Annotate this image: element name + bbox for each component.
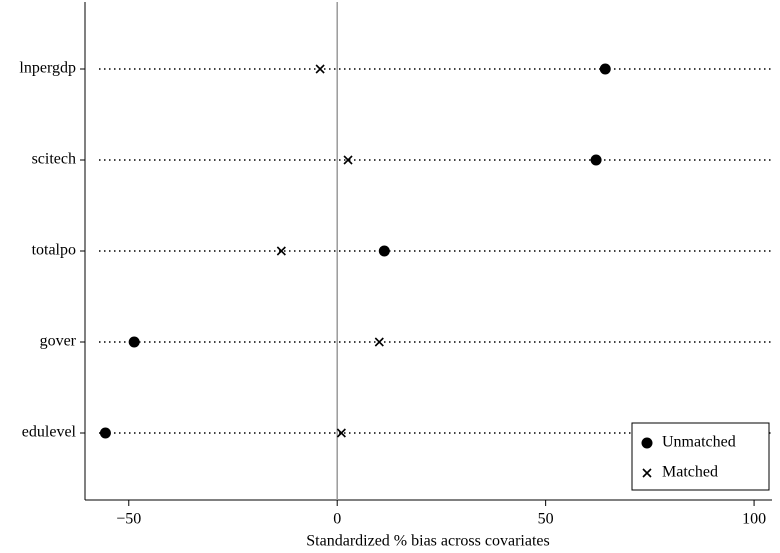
point	[599, 63, 611, 75]
y-tick-label: totalpo	[32, 242, 76, 259]
x-tick-label: −50	[116, 511, 141, 528]
point	[642, 468, 652, 478]
y-tick-label: scitech	[32, 151, 76, 168]
y-tick-label: lnpergdp	[19, 60, 76, 77]
x-tick-label: 0	[333, 511, 341, 528]
point	[315, 64, 325, 74]
x-tick-label: 50	[538, 511, 554, 528]
point	[590, 154, 602, 166]
x-tick-label: 100	[742, 511, 766, 528]
y-tick-label: edulevel	[22, 424, 77, 441]
point	[128, 336, 140, 348]
legend-label: Matched	[662, 464, 718, 481]
point	[336, 428, 346, 438]
y-tick-label: gover	[40, 333, 77, 350]
point	[374, 337, 384, 347]
legend-label: Unmatched	[662, 434, 736, 451]
point	[641, 437, 653, 449]
point	[99, 427, 111, 439]
point	[378, 245, 390, 257]
x-axis-label: Standardized % bias across covariates	[306, 533, 549, 550]
legend-box	[631, 422, 770, 491]
point	[343, 155, 353, 165]
point	[276, 246, 286, 256]
